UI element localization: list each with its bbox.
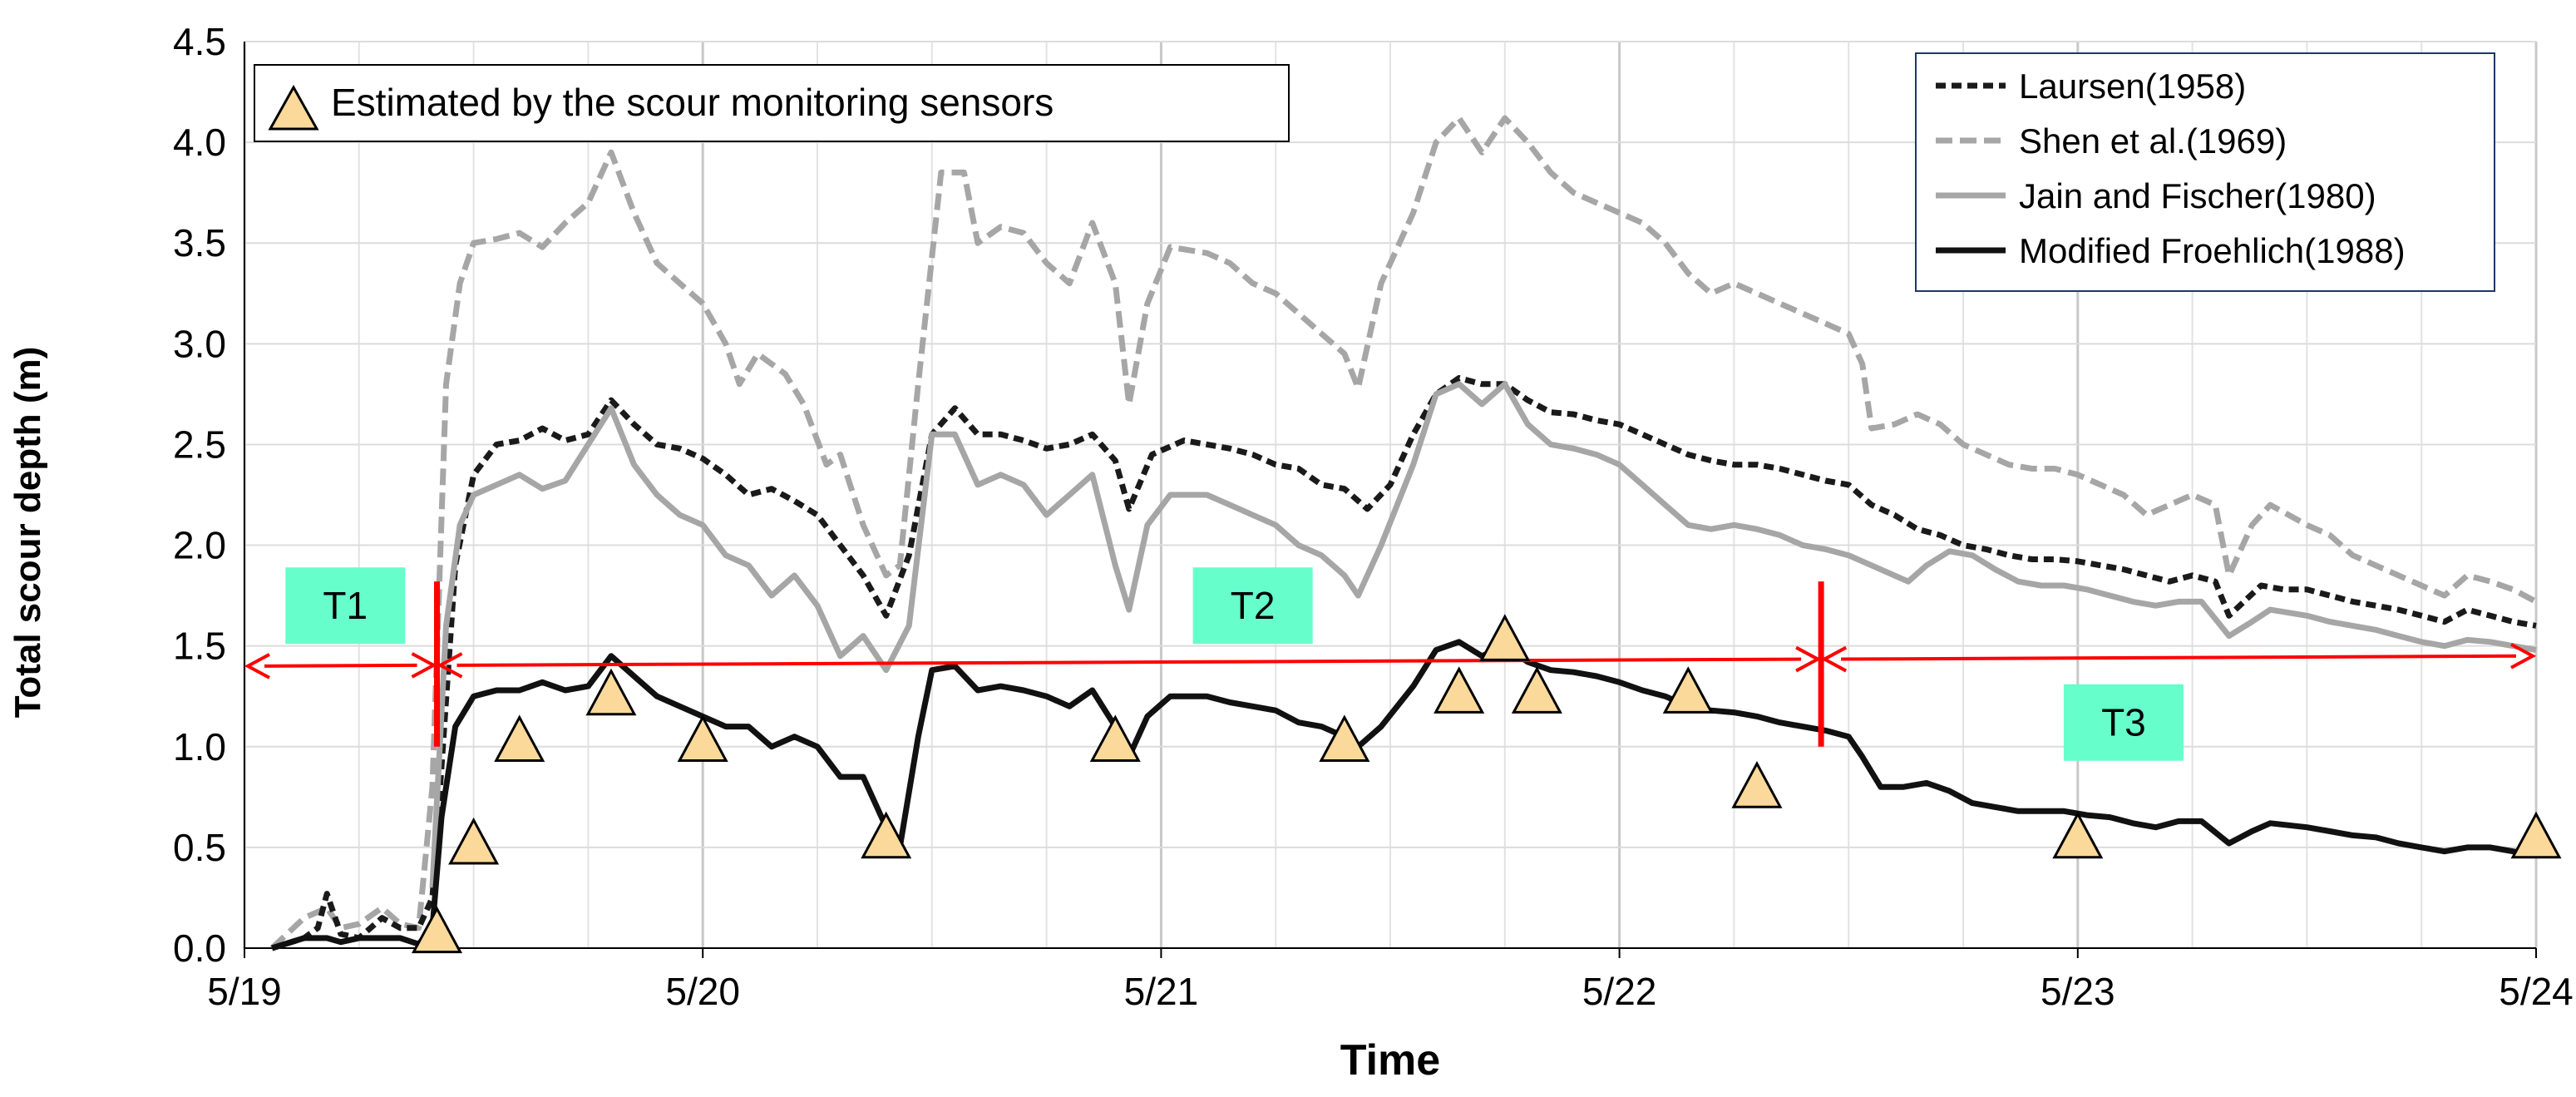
phase-label-box bbox=[1192, 567, 1313, 645]
sensor-point bbox=[1479, 614, 1531, 661]
sensor-point bbox=[1089, 714, 1141, 763]
phase-label-box bbox=[2063, 684, 2184, 761]
series-line-shen-et-al-1969 bbox=[269, 115, 2538, 951]
phase-arrow-head-right-icon bbox=[411, 652, 437, 679]
sensor-point bbox=[861, 811, 912, 859]
x-tick-label: 5/23 bbox=[2041, 970, 2115, 1013]
phase-arrow-head-left-icon bbox=[437, 652, 463, 679]
phase-arrow-head-left-icon bbox=[1820, 645, 1848, 673]
y-tick-label: 1.0 bbox=[173, 725, 226, 768]
phase-arrow-line bbox=[264, 663, 417, 668]
sensor-point bbox=[1319, 714, 1370, 763]
x-tick-label: 5/20 bbox=[665, 970, 740, 1013]
y-axis-label: Total scour depth (m) bbox=[7, 347, 48, 719]
sensor-point bbox=[2052, 811, 2104, 859]
sensor-point bbox=[677, 714, 728, 763]
y-tick-label: 4.0 bbox=[173, 121, 226, 164]
sensor-point bbox=[411, 906, 463, 954]
sensor-point bbox=[1434, 666, 1485, 714]
y-tick-label: 3.5 bbox=[173, 221, 226, 264]
sensor-point bbox=[1731, 761, 1783, 808]
series-legend: Laursen(1958) Shen et al.(1969) Jain and F… bbox=[1915, 52, 2495, 292]
sensor-point bbox=[2510, 811, 2562, 859]
y-tick-label: 1.5 bbox=[173, 625, 226, 668]
sensor-point bbox=[1511, 666, 1562, 714]
y-tick-label: 0.0 bbox=[173, 927, 226, 970]
sensor-point bbox=[494, 714, 545, 763]
x-tick-label: 5/21 bbox=[1124, 970, 1199, 1013]
series-line-jain-and-fischer-1980 bbox=[429, 381, 2537, 888]
sensor-legend-triangle-icon bbox=[268, 84, 319, 131]
sensor-legend-box bbox=[254, 64, 1290, 142]
legend-label-shen-et-al-1969: Shen et al.(1969) bbox=[2019, 121, 2287, 161]
phase-arrow-head-right-icon bbox=[2510, 643, 2537, 670]
phase-label: T3 bbox=[2101, 701, 2146, 744]
y-tick-label: 2.0 bbox=[173, 524, 226, 567]
x-tick-label: 5/19 bbox=[207, 970, 282, 1013]
phase-arrow-line bbox=[456, 657, 1802, 667]
sensor-point bbox=[585, 668, 637, 716]
phase-label: T2 bbox=[1231, 584, 1276, 627]
x-tick-label: 5/22 bbox=[1582, 970, 1657, 1013]
phase-arrow-head-right-icon bbox=[1795, 645, 1822, 673]
x-tick-label: 5/24 bbox=[2499, 970, 2574, 1013]
y-tick-label: 4.5 bbox=[173, 20, 226, 63]
phase-label: T1 bbox=[323, 584, 368, 627]
phase-arrow-line bbox=[1841, 654, 2517, 661]
sensor-point bbox=[448, 817, 500, 865]
phase-arrow-head-left-icon bbox=[244, 653, 270, 679]
series-legend-box bbox=[1915, 52, 2495, 292]
axes: 0.0 0.5 1.0 1.5 2.0 2.5 3.0 3.5 4.0 4.5 5/19 5/20 5/… bbox=[173, 20, 2574, 1013]
y-tick-label: 2.5 bbox=[173, 422, 226, 466]
phase-label-box bbox=[285, 567, 406, 645]
sensor-point bbox=[1662, 666, 1714, 714]
series-line-laursen-1958 bbox=[271, 375, 2537, 951]
y-tick-label: 3.0 bbox=[173, 322, 226, 365]
sensor-legend: Estimated by the scour monitoring sensor… bbox=[254, 64, 1290, 142]
x-axis-label: Time bbox=[1340, 1036, 1440, 1085]
sensor-legend-label: Estimated by the scour monitoring sensor… bbox=[331, 81, 1054, 124]
phase-markers: T1 T2 T3 bbox=[244, 567, 2537, 761]
legend-label-modified-froehlich-1988: Modified Froehlich(1988) bbox=[2019, 231, 2406, 270]
legend-label-laursen-1958: Laursen(1958) bbox=[2019, 67, 2246, 106]
legend-label-jain-and-fischer-1980: Jain and Fischer(1980) bbox=[2019, 176, 2376, 215]
sensor-points bbox=[411, 614, 2562, 954]
y-tick-label: 0.5 bbox=[173, 826, 226, 869]
